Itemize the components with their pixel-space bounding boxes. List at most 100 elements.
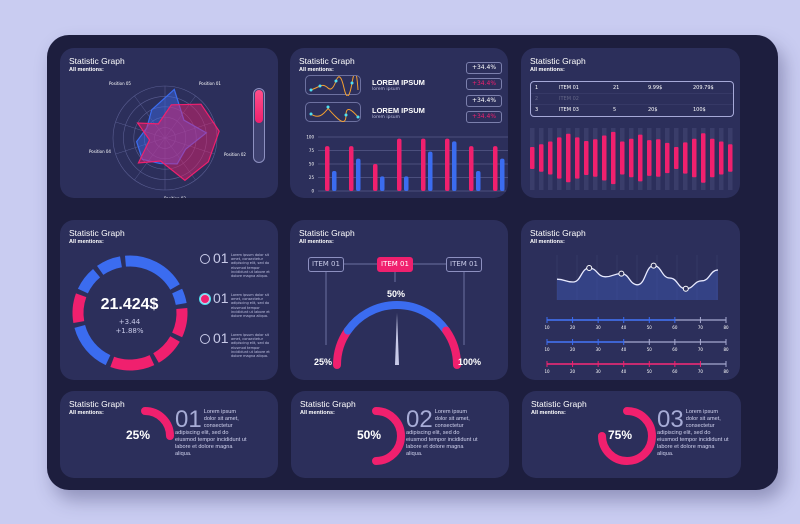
gauge-card: Statistic Graph All mentions: ITEM 01 IT… (290, 220, 508, 380)
table-cell: 1 (535, 84, 539, 91)
card-subtitle: All mentions: (69, 67, 104, 73)
y-tick-label: 50 (309, 162, 315, 167)
step-block: 02 Lorem ipsum dolor sit amet, consectetu… (406, 406, 478, 458)
slider-tick-label: 20 (570, 347, 576, 352)
donut-value: 21.424$ (100, 296, 159, 313)
step-description: Lorem ipsum dolor sit amet, consectetur … (406, 409, 478, 457)
card-title: Statistic Graph (299, 56, 355, 66)
bar (728, 144, 733, 172)
percent-badge: +34.4% (466, 111, 502, 123)
bar (584, 140, 589, 176)
radar-axis (164, 121, 215, 139)
radar-slider[interactable] (253, 88, 265, 163)
line-card: Statistic Graph All mentions: 10 20 30 40 50… (521, 220, 740, 380)
gauge-needle (395, 313, 399, 365)
bar (452, 141, 457, 191)
bar (638, 134, 643, 182)
legend-number: 01 (213, 250, 229, 266)
card-title: Statistic Graph (69, 228, 125, 238)
percent-badge: +34.4% (466, 62, 502, 74)
bar (620, 141, 625, 175)
radar-label: Position 05 (109, 81, 131, 86)
table-cell: ITEM 02 (559, 95, 579, 102)
gauge-arc (442, 326, 461, 369)
slider-tick-label: 10 (544, 369, 550, 374)
bar (611, 131, 616, 185)
slider-tick-label: 70 (698, 369, 704, 374)
bar (469, 146, 474, 191)
gauge-chart (325, 263, 465, 369)
bar-chart: 100 75 50 25 0 (306, 135, 508, 194)
legend-text: Lorem ipsum dolor sit amet, consectetur … (231, 253, 270, 279)
step-block: 01 Lorem ipsum dolor sit amet, consectetu… (175, 406, 247, 458)
donut-segment (172, 307, 188, 338)
bar (665, 142, 670, 174)
gauge-label-mid: 50% (387, 289, 406, 299)
slider-handle[interactable] (255, 90, 263, 123)
legend-item[interactable]: 01 Lorem ipsum dolor sit amet, consectetu… (200, 330, 276, 366)
gauge-label-min: 25% (314, 357, 333, 367)
step-number: 01 (175, 406, 202, 433)
gauge-arc (343, 301, 451, 335)
radar-series (135, 88, 208, 165)
percent-badge: +34.4% (466, 78, 502, 90)
bar (380, 176, 385, 191)
line-series (556, 264, 719, 290)
table-cell: 3 (535, 107, 539, 114)
item-box[interactable]: ITEM 01 (446, 257, 482, 272)
donut-delta-pct: +1.88% (115, 327, 144, 335)
slider-tick-label: 20 (570, 325, 576, 330)
radar-chart: Position 01 Position 02 Position 03 Positio… (89, 81, 246, 198)
bar (397, 138, 402, 191)
slider-tick-label: 70 (698, 347, 704, 352)
step-description: Lorem ipsum dolor sit amet, consectetur … (657, 409, 729, 457)
progress-card: Statistic Graph All mentions: 50% 02 Lorem i… (291, 391, 509, 478)
donut-segment (97, 256, 123, 276)
item-box-selected[interactable]: ITEM 01 (377, 257, 413, 272)
legend-item[interactable]: 01 Lorem ipsum dolor sit amet, consectetu… (200, 290, 276, 326)
table-row: 1 ITEM 01 21 9.99$ 209.79$ (531, 82, 733, 93)
spark-subtitle: lorem ipsum (372, 115, 401, 120)
radio-button[interactable] (200, 294, 210, 304)
slider-tick-label: 40 (621, 325, 627, 330)
radar-label: Position 03 (164, 196, 186, 198)
card-subtitle: All mentions: (530, 67, 565, 73)
table-cell: 100$ (693, 107, 706, 114)
sparkline (305, 102, 361, 122)
sparkline (305, 75, 361, 96)
progress-arc (598, 407, 656, 465)
card-title: Statistic Graph (530, 228, 586, 238)
radio-button[interactable] (200, 334, 210, 344)
bar (373, 164, 378, 191)
donut-card: Statistic Graph All mentions: 21.424$ +3… (60, 220, 278, 380)
legend-item[interactable]: 01 Lorem ipsum dolor sit amet, consectetu… (200, 250, 276, 286)
step-number: 02 (406, 406, 433, 433)
radio-button[interactable] (200, 254, 210, 264)
bar (548, 141, 553, 175)
bar (602, 135, 607, 181)
legend-number: 01 (213, 330, 229, 346)
item-box[interactable]: ITEM 01 (308, 257, 344, 272)
bar (356, 158, 361, 191)
bar (629, 138, 634, 178)
donut-segment (124, 255, 180, 290)
table-row: 3 ITEM 03 5 20$ 100$ (531, 105, 733, 116)
legend-number: 01 (213, 290, 229, 306)
bar (674, 147, 679, 169)
donut-segment (172, 288, 187, 306)
bar (332, 171, 337, 191)
slider-tick-label: 80 (723, 325, 729, 330)
slider-tick-label: 50 (647, 325, 653, 330)
donut-chart (72, 255, 188, 371)
bar (593, 139, 598, 177)
table-cell: 2 (535, 95, 539, 102)
legend-text: Lorem ipsum dolor sit amet, consectetur … (231, 333, 270, 359)
card-subtitle: All mentions: (299, 239, 334, 245)
progress-ring (372, 407, 405, 465)
radar-card: Statistic Graph All mentions: Position 0… (60, 48, 278, 198)
card-title: Statistic Graph (69, 399, 125, 409)
slider-tick-label: 40 (621, 347, 627, 352)
step-description: Lorem ipsum dolor sit amet, consectetur … (175, 409, 247, 457)
line-point (650, 262, 657, 269)
line-point (618, 270, 625, 277)
